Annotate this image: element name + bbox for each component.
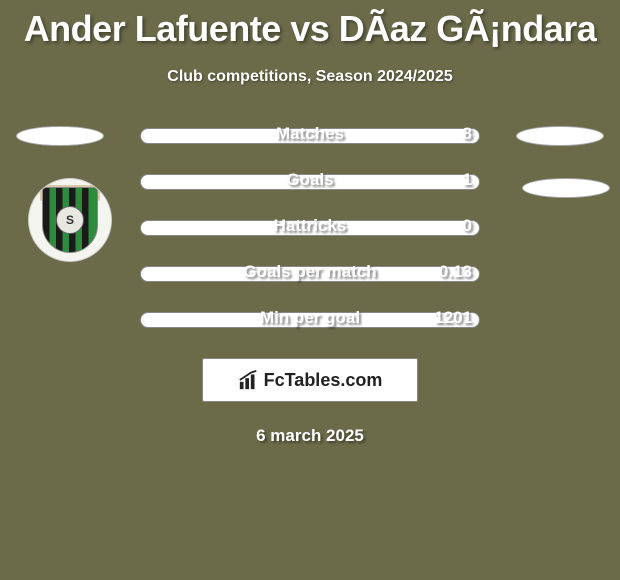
stat-value: 0.13 <box>439 262 472 282</box>
watermark-text: FcTables.com <box>264 370 383 391</box>
watermark: FcTables.com <box>202 358 418 402</box>
stat-label: Goals per match <box>243 262 376 282</box>
stat-value: 8 <box>463 124 472 144</box>
chart-icon <box>238 369 260 391</box>
stat-value: 1201 <box>434 308 472 328</box>
stat-label: Hattricks <box>274 216 347 236</box>
stat-row-goals-per-match: Goals per match 0.13 <box>140 266 480 282</box>
stat-label: Goals <box>286 170 333 190</box>
stats-container: Matches 8 Goals 1 Hattricks 0 Goals per … <box>0 128 620 328</box>
date: 6 march 2025 <box>0 426 620 446</box>
stat-label: Min per goal <box>260 308 360 328</box>
stat-row-goals: Goals 1 <box>140 174 480 190</box>
stat-value: 0 <box>463 216 472 236</box>
stat-value: 1 <box>463 170 472 190</box>
page-title: Ander Lafuente vs DÃ­az GÃ¡ndara <box>0 0 620 50</box>
subtitle: Club competitions, Season 2024/2025 <box>0 68 620 86</box>
stat-label: Matches <box>276 124 344 144</box>
stat-row-hattricks: Hattricks 0 <box>140 220 480 236</box>
stat-row-matches: Matches 8 <box>140 128 480 144</box>
stat-row-min-per-goal: Min per goal 1201 <box>140 312 480 328</box>
